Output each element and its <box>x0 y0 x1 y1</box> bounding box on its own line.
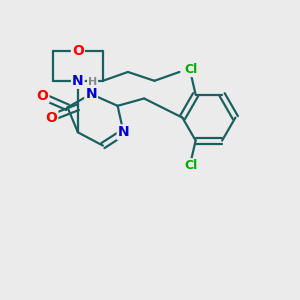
Text: O: O <box>72 44 84 58</box>
Text: Cl: Cl <box>184 63 198 76</box>
Text: N: N <box>72 74 84 88</box>
Text: H: H <box>88 77 97 87</box>
Text: N: N <box>85 87 97 101</box>
Text: O: O <box>45 111 57 124</box>
Text: O: O <box>37 88 49 103</box>
Text: N: N <box>118 125 129 139</box>
Text: Cl: Cl <box>184 159 198 172</box>
